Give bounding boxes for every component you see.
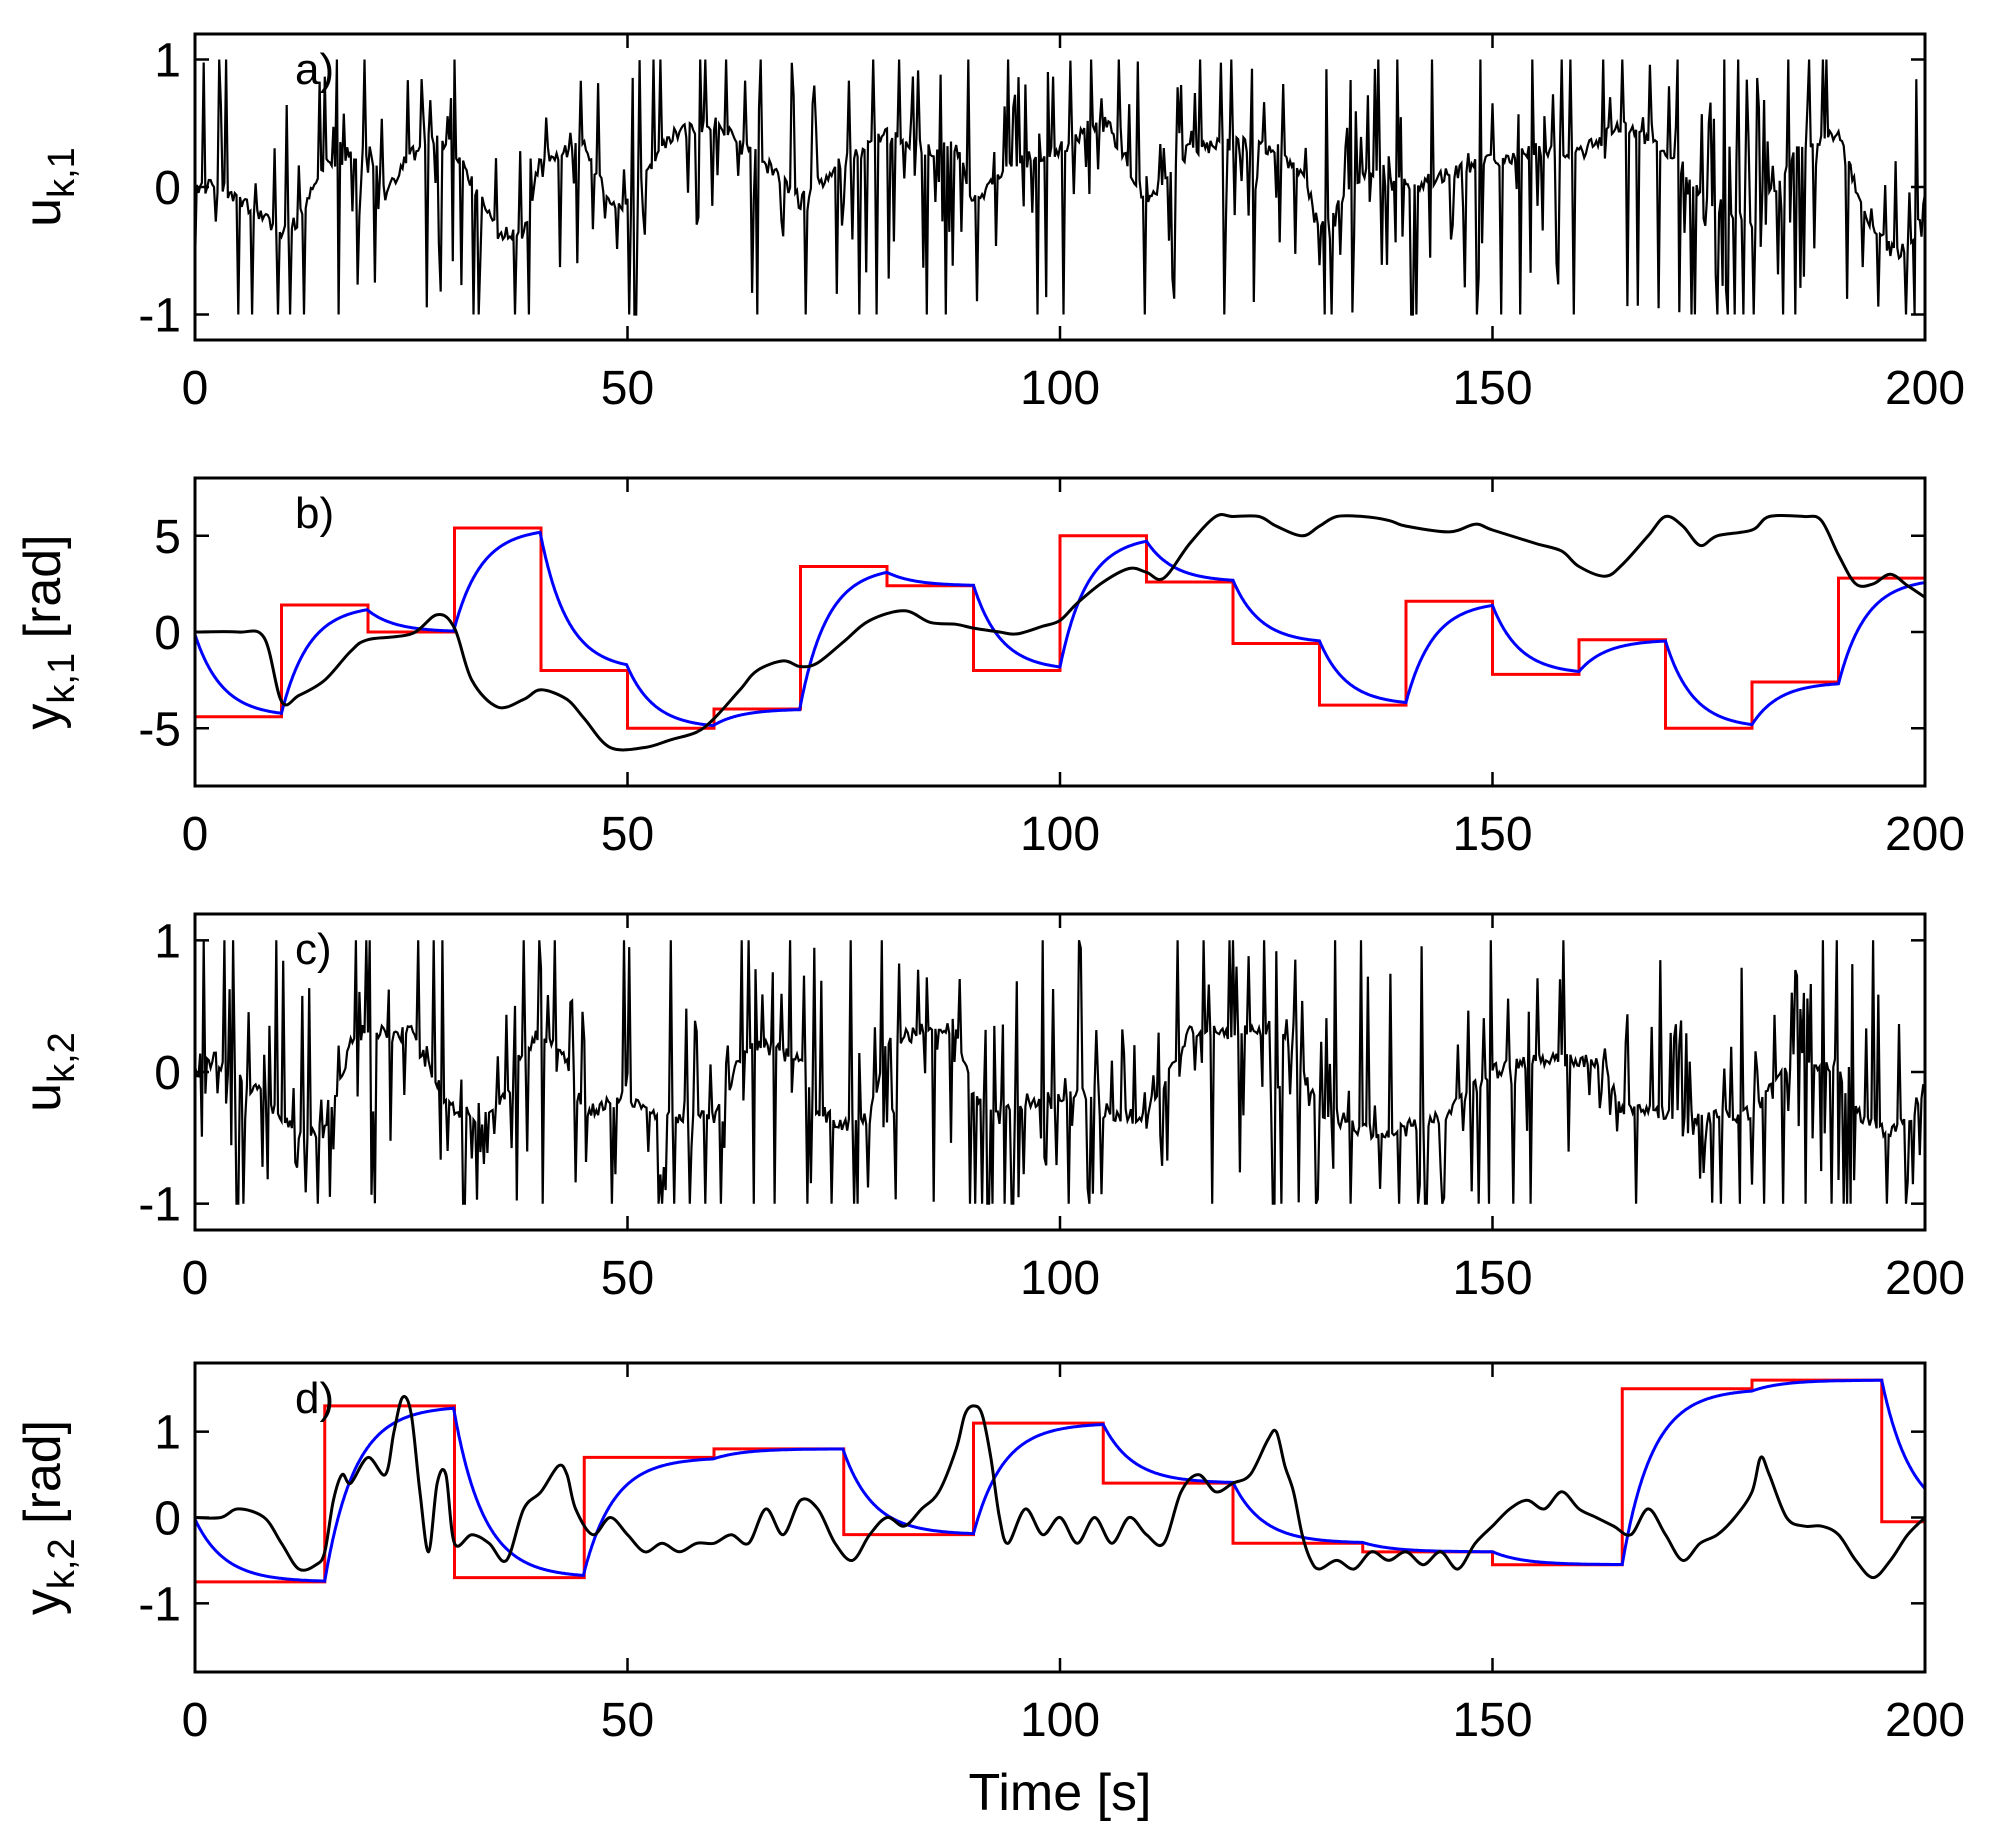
x-axis-label: Time [s] [969,1764,1152,1822]
panel-d: 0 50 100 150 200 -1 0 1 d) yk,2 [rad] Time [s] [14,1361,1965,1822]
panel-label: b) [295,489,334,538]
y-tick-label: -1 [138,1578,181,1631]
y-tick-label: 1 [154,1407,181,1460]
x-tick-label: 0 [182,1252,209,1305]
panel-label: a) [295,45,334,94]
y-tick-label: 5 [154,511,181,564]
series-model-line [195,530,1925,728]
y-axis-label: uk,2 [14,1032,83,1112]
series-input-line [195,59,1925,316]
y-tick-label: -1 [138,1179,181,1232]
panel-a: 0 50 100 150 200-101 a)uk,1 [14,32,1965,415]
x-tick-label: 50 [601,808,654,861]
y-tick-label: -5 [138,703,181,756]
plot-area [195,59,1925,316]
x-tick-label: 150 [1452,1694,1532,1747]
x-tick-label: 100 [1020,362,1100,415]
y-tick-label: 1 [154,915,181,968]
panel-c: 0 50 100 150 200-101 c)uk,2 [14,912,1965,1305]
series-output-line [195,1395,1925,1580]
panel-label: c) [295,925,332,974]
series-model-line [195,1378,1925,1583]
x-tick-label: 100 [1020,1252,1100,1305]
y-tick-label: 1 [154,35,181,88]
x-tick-label: 0 [182,362,209,415]
series-output-line [195,513,1925,752]
x-tick-label: 150 [1452,1252,1532,1305]
y-tick-label: 0 [154,607,181,660]
x-tick-label: 200 [1885,808,1965,861]
y-axis-label-unit: [rad] [14,534,72,653]
panel-label: d) [295,1374,334,1423]
x-tick-label: 50 [601,1694,654,1747]
x-tick-label: 50 [601,1252,654,1305]
y-tick-label: 0 [154,1047,181,1100]
x-tick-label: 0 [182,1694,209,1747]
y-axis-label-subscript: k,1 [41,147,83,198]
y-tick-label: 0 [154,1493,181,1546]
series-reference-line [195,1378,1925,1584]
y-axis-label-base: y [14,1589,72,1615]
x-tick-label: 200 [1885,1252,1965,1305]
x-tick-label: 0 [182,808,209,861]
y-axis-label-subscript: k,2 [41,1032,83,1083]
x-tick-label: 100 [1020,808,1100,861]
x-tick-label: 100 [1020,1694,1100,1747]
panel-b: 0 50 100 150 200-505 b)yk,1 [rad] [14,476,1965,861]
y-axis-label-base: y [14,704,72,730]
y-axis-label-base: u [14,1083,72,1112]
y-axis-label: uk,1 [14,147,83,227]
x-tick-label: 150 [1452,808,1532,861]
series-input-line [195,940,1925,1205]
y-axis-label-base: u [14,198,72,227]
y-axis-label-unit: [rad] [14,1420,72,1539]
plot-area [195,940,1925,1205]
x-tick-label: 200 [1885,1694,1965,1747]
x-tick-label: 50 [601,362,654,415]
y-tick-label: -1 [138,290,181,343]
y-tick-label: 0 [154,162,181,215]
plot-area [195,513,1925,752]
series-reference-line [195,526,1925,730]
x-tick-label: 200 [1885,362,1965,415]
y-axis-label-subscript: k,1 [41,653,83,704]
y-axis-label: yk,2 [rad] [14,1420,83,1615]
y-axis-label-subscript: k,2 [41,1538,83,1589]
plot-area [195,1378,1925,1584]
y-axis-label: yk,1 [rad] [14,534,83,729]
x-tick-label: 150 [1452,362,1532,415]
